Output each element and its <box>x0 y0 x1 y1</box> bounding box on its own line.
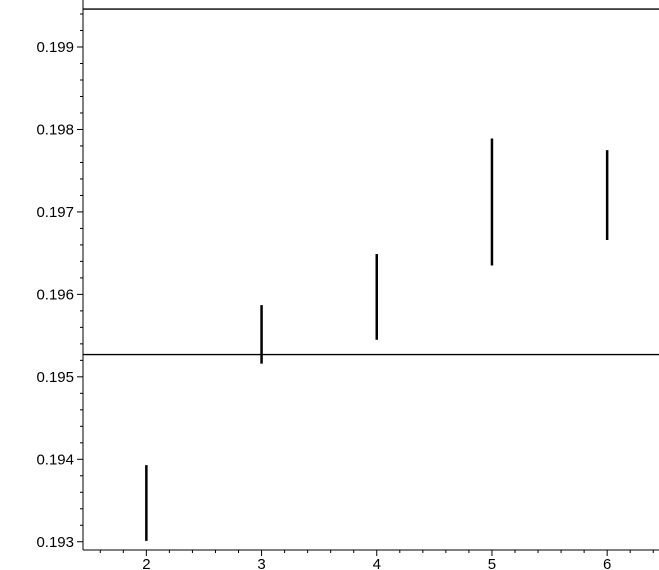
x-tick-label: 3 <box>257 556 265 570</box>
interval-bars <box>145 138 609 541</box>
y-tick-label: 0.195 <box>36 369 74 386</box>
x-tick-label: 6 <box>603 556 611 570</box>
y-tick-label: 0.198 <box>36 121 74 138</box>
y-tick-label: 0.199 <box>36 39 74 56</box>
axes: 0.193 0.194 0.195 0.196 0.197 0.198 0.199 2 3 4 5 6 <box>36 0 659 570</box>
y-tick-label: 0.194 <box>36 451 74 468</box>
x-tick-label: 4 <box>373 556 381 570</box>
x-tick-label: 5 <box>488 556 496 570</box>
x-tick-label: 2 <box>142 556 150 570</box>
y-tick-label: 0.196 <box>36 286 74 303</box>
y-tick-label: 0.193 <box>36 534 74 551</box>
y-tick-label: 0.197 <box>36 204 74 221</box>
reference-lines <box>83 8 659 356</box>
